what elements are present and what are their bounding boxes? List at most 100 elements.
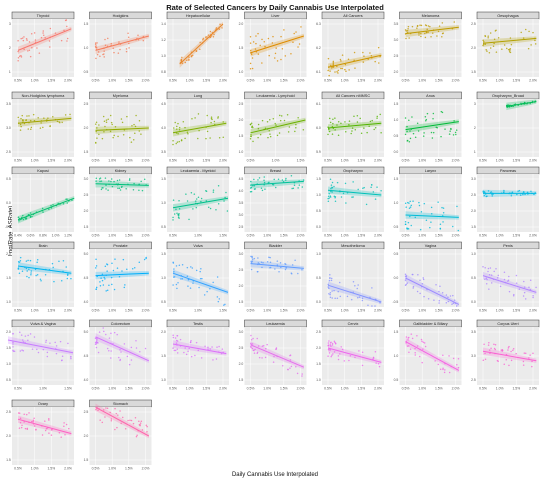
data-point <box>221 348 224 350</box>
x-tick-label: 1.5% <box>47 309 55 313</box>
data-point <box>187 350 189 352</box>
data-point <box>273 178 275 181</box>
data-point <box>329 195 332 197</box>
data-point <box>345 202 347 204</box>
data-point <box>454 131 457 134</box>
x-tick-label: 2.0% <box>452 309 460 313</box>
y-tick-label: 3.5 <box>161 150 166 154</box>
data-point <box>176 348 179 350</box>
data-point <box>430 131 433 134</box>
data-point <box>512 349 514 351</box>
data-point <box>26 39 28 41</box>
y-tick-label: 0.5 <box>394 134 399 138</box>
data-point <box>12 332 14 335</box>
x-tick-label: 1.5% <box>125 159 133 163</box>
data-point <box>329 277 331 279</box>
data-point <box>249 49 252 52</box>
data-point <box>532 296 534 299</box>
y-tick-label: 2.5 <box>394 54 399 58</box>
confidence-band <box>95 403 149 439</box>
data-point <box>66 37 69 40</box>
data-point <box>329 349 331 351</box>
data-point <box>188 56 190 58</box>
x-tick-label: 1.5% <box>435 309 443 313</box>
data-point <box>412 273 414 276</box>
data-point <box>192 208 194 210</box>
data-point <box>494 30 497 32</box>
data-point <box>117 187 119 190</box>
data-point <box>328 130 331 133</box>
data-point <box>369 52 371 54</box>
data-point <box>526 191 529 194</box>
y-tick-label: 1.0 <box>471 252 476 256</box>
confidence-band <box>18 26 72 55</box>
y-tick-label: 4.0 <box>84 300 89 304</box>
data-point <box>290 175 293 177</box>
data-point <box>54 341 56 344</box>
y-tick-label: 1.0 <box>239 70 244 74</box>
data-point <box>131 267 134 270</box>
data-point <box>276 264 279 266</box>
data-point <box>122 134 125 136</box>
x-tick-label: 1.5% <box>219 234 227 238</box>
data-point <box>40 36 43 39</box>
data-point <box>374 127 377 129</box>
x-tick-label: 2.0% <box>374 234 382 238</box>
data-point <box>525 28 527 31</box>
data-point <box>99 285 102 287</box>
data-point <box>202 37 205 40</box>
data-point <box>28 268 30 270</box>
data-point <box>510 195 513 197</box>
x-tick-label: 1.5% <box>512 309 520 313</box>
data-point <box>36 258 39 261</box>
x-tick-label: 0.5% <box>92 387 100 391</box>
data-point <box>100 188 103 191</box>
data-point <box>334 297 336 299</box>
data-point <box>490 274 493 276</box>
data-point <box>223 304 225 306</box>
x-axis-label: Daily Cannabis Use Interpolated <box>231 472 319 478</box>
data-point <box>59 340 62 343</box>
x-tick-label: 1.5% <box>202 159 210 163</box>
data-point <box>120 351 122 353</box>
data-point <box>111 262 113 265</box>
data-point <box>173 268 175 270</box>
panel-background <box>244 327 307 385</box>
data-point <box>95 130 97 133</box>
data-point <box>404 117 407 119</box>
y-tick-label: 2.5 <box>471 22 476 26</box>
data-point <box>337 121 340 123</box>
facet-strip-label: Oropharynx <box>343 169 363 173</box>
data-point <box>431 32 434 34</box>
data-point <box>331 133 334 135</box>
data-point <box>357 284 359 286</box>
data-point <box>173 271 175 273</box>
x-tick-label: 1.5% <box>202 387 210 391</box>
data-point <box>121 121 124 124</box>
data-point <box>487 270 489 273</box>
data-point <box>188 58 190 61</box>
data-point <box>411 25 414 28</box>
data-point <box>429 25 431 28</box>
data-point <box>95 265 98 267</box>
data-point <box>329 342 332 344</box>
data-point <box>176 125 178 128</box>
data-point <box>106 270 108 272</box>
data-point <box>125 50 128 53</box>
data-point <box>98 133 100 136</box>
x-tick-label: 0.5% <box>402 309 410 313</box>
regression-line <box>250 180 304 186</box>
data-point <box>127 36 130 38</box>
data-point <box>489 47 492 49</box>
data-point <box>417 274 419 276</box>
data-point <box>225 191 227 194</box>
data-point <box>333 185 335 188</box>
x-tick-label: 2.0% <box>64 79 72 83</box>
data-point <box>374 198 377 200</box>
data-point <box>56 120 59 123</box>
x-tick-label: 0.5% <box>479 159 487 163</box>
data-point <box>494 344 497 346</box>
facet-strip-label: Kidney <box>115 169 127 173</box>
